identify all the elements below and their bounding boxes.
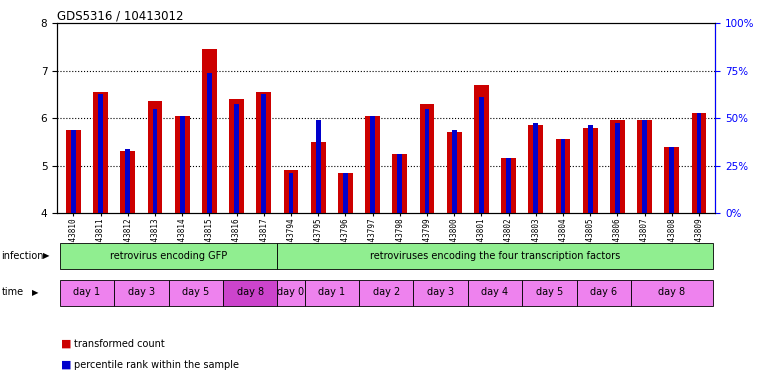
Bar xyxy=(615,123,620,213)
Bar xyxy=(256,92,271,213)
Bar xyxy=(637,121,652,213)
Bar xyxy=(120,151,135,213)
Bar xyxy=(93,92,108,213)
Text: infection: infection xyxy=(2,251,44,261)
Text: day 0: day 0 xyxy=(278,287,304,297)
Text: ▶: ▶ xyxy=(43,251,49,260)
Bar xyxy=(556,139,571,213)
Bar xyxy=(587,125,593,213)
Bar xyxy=(359,280,413,306)
Text: day 2: day 2 xyxy=(373,287,400,297)
Text: day 5: day 5 xyxy=(536,287,563,297)
Bar xyxy=(202,49,217,213)
Text: day 8: day 8 xyxy=(658,287,686,297)
Bar xyxy=(98,94,103,213)
Bar xyxy=(114,280,169,306)
Bar xyxy=(365,116,380,213)
Bar xyxy=(223,280,278,306)
Bar xyxy=(479,97,484,213)
Bar xyxy=(393,154,407,213)
Bar xyxy=(60,280,114,306)
Bar xyxy=(631,280,712,306)
Text: day 8: day 8 xyxy=(237,287,264,297)
Text: ▶: ▶ xyxy=(32,288,39,297)
Text: day 4: day 4 xyxy=(482,287,508,297)
Bar xyxy=(561,139,565,213)
Bar xyxy=(278,280,304,306)
Bar xyxy=(506,159,511,213)
Bar xyxy=(278,243,712,269)
Bar xyxy=(71,130,76,213)
Bar xyxy=(696,113,702,213)
Text: day 6: day 6 xyxy=(591,287,617,297)
Bar xyxy=(397,154,403,213)
Bar xyxy=(288,173,294,213)
Bar xyxy=(148,101,163,213)
Text: day 3: day 3 xyxy=(427,287,454,297)
Text: retrovirus encoding GFP: retrovirus encoding GFP xyxy=(110,251,228,261)
Text: GDS5316 / 10413012: GDS5316 / 10413012 xyxy=(57,10,183,23)
Bar xyxy=(577,280,631,306)
Bar xyxy=(522,280,577,306)
Bar xyxy=(425,109,429,213)
Bar xyxy=(126,149,130,213)
Bar xyxy=(284,170,298,213)
Text: ■: ■ xyxy=(61,339,72,349)
Bar xyxy=(468,280,522,306)
Bar xyxy=(343,173,348,213)
Text: time: time xyxy=(2,287,24,297)
Bar xyxy=(234,104,239,213)
Text: day 1: day 1 xyxy=(73,287,100,297)
Bar xyxy=(692,113,706,213)
Bar xyxy=(501,159,516,213)
Bar xyxy=(413,280,468,306)
Bar xyxy=(370,116,375,213)
Bar xyxy=(338,173,353,213)
Bar xyxy=(583,127,597,213)
Text: day 1: day 1 xyxy=(318,287,345,297)
Bar xyxy=(66,130,81,213)
Bar xyxy=(452,130,457,213)
Bar xyxy=(180,116,185,213)
Bar xyxy=(316,121,320,213)
Bar xyxy=(610,121,625,213)
Text: retroviruses encoding the four transcription factors: retroviruses encoding the four transcrip… xyxy=(370,251,620,261)
Bar xyxy=(207,73,212,213)
Bar xyxy=(670,147,674,213)
Text: day 5: day 5 xyxy=(182,287,209,297)
Text: transformed count: transformed count xyxy=(74,339,164,349)
Bar xyxy=(419,104,435,213)
Bar xyxy=(447,132,462,213)
Bar xyxy=(304,280,359,306)
Bar xyxy=(533,123,538,213)
Bar xyxy=(229,99,244,213)
Bar xyxy=(642,121,647,213)
Bar xyxy=(310,142,326,213)
Bar xyxy=(474,85,489,213)
Bar xyxy=(528,125,543,213)
Bar xyxy=(60,243,278,269)
Bar xyxy=(175,116,189,213)
Text: ■: ■ xyxy=(61,360,72,370)
Text: percentile rank within the sample: percentile rank within the sample xyxy=(74,360,239,370)
Bar xyxy=(664,147,680,213)
Bar xyxy=(169,280,223,306)
Text: day 3: day 3 xyxy=(128,287,155,297)
Bar xyxy=(152,109,158,213)
Bar xyxy=(261,94,266,213)
